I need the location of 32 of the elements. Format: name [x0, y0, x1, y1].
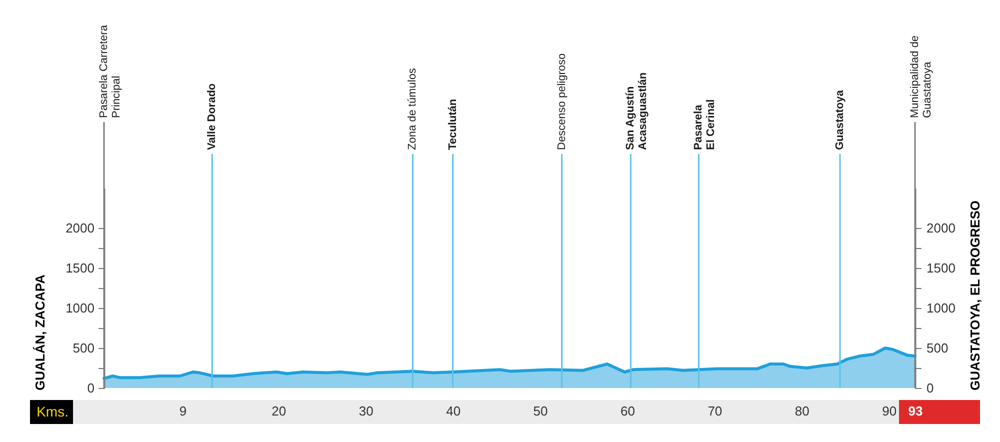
y-tick-label: 2000 [66, 220, 94, 236]
x-axis-title: Kms. [36, 404, 68, 420]
y2-tick-label: 1000 [926, 300, 956, 316]
ref-line-label: Descenso peligroso [556, 53, 568, 150]
x-tick-label: 90 [882, 404, 897, 418]
y2-tick-label: 1500 [926, 260, 956, 276]
ref-line-label: San Agustín Acasaguastlán [624, 72, 650, 150]
x-tick-label: 40 [446, 404, 461, 418]
x-tick-label: 20 [272, 404, 286, 418]
y-tick-label: 1000 [66, 300, 94, 316]
y-tick-label: 1500 [66, 260, 94, 276]
ref-line-label: Zona de túmulos [406, 68, 419, 150]
x-tick-label: 30 [358, 404, 374, 418]
ref-line-label: Valle Dorado [206, 83, 218, 150]
ref-line-label: Pasarela Carretera Principal [98, 24, 122, 118]
x-tick-label: 93 [908, 404, 923, 418]
x-tick-label: 80 [794, 404, 810, 418]
y-tick-label: 0 [87, 380, 94, 396]
y-tick-label: 500 [72, 340, 94, 356]
ref-line-label: Municipalidad de Guastatoya [909, 35, 934, 118]
x-tick-label: 60 [620, 404, 635, 418]
ref-line-label: Guastatoya [834, 89, 846, 150]
y2-tick-label: 0 [926, 380, 934, 396]
ref-line-label: Pasarela El Cerinal [692, 99, 718, 150]
x-tick-label: 9 [179, 404, 187, 418]
y2-tick-label: 500 [926, 340, 948, 356]
y2-tick-label: 2000 [926, 220, 956, 236]
x-tick-label: 50 [533, 404, 548, 418]
ref-line-label: Teculután [446, 98, 459, 150]
y-axis-title: GUALÁN, ZACAPA [32, 274, 48, 390]
x-tick-label: 70 [708, 404, 722, 418]
y2-axis-title: GUASTATOYA, EL PROGRESO [968, 200, 982, 390]
